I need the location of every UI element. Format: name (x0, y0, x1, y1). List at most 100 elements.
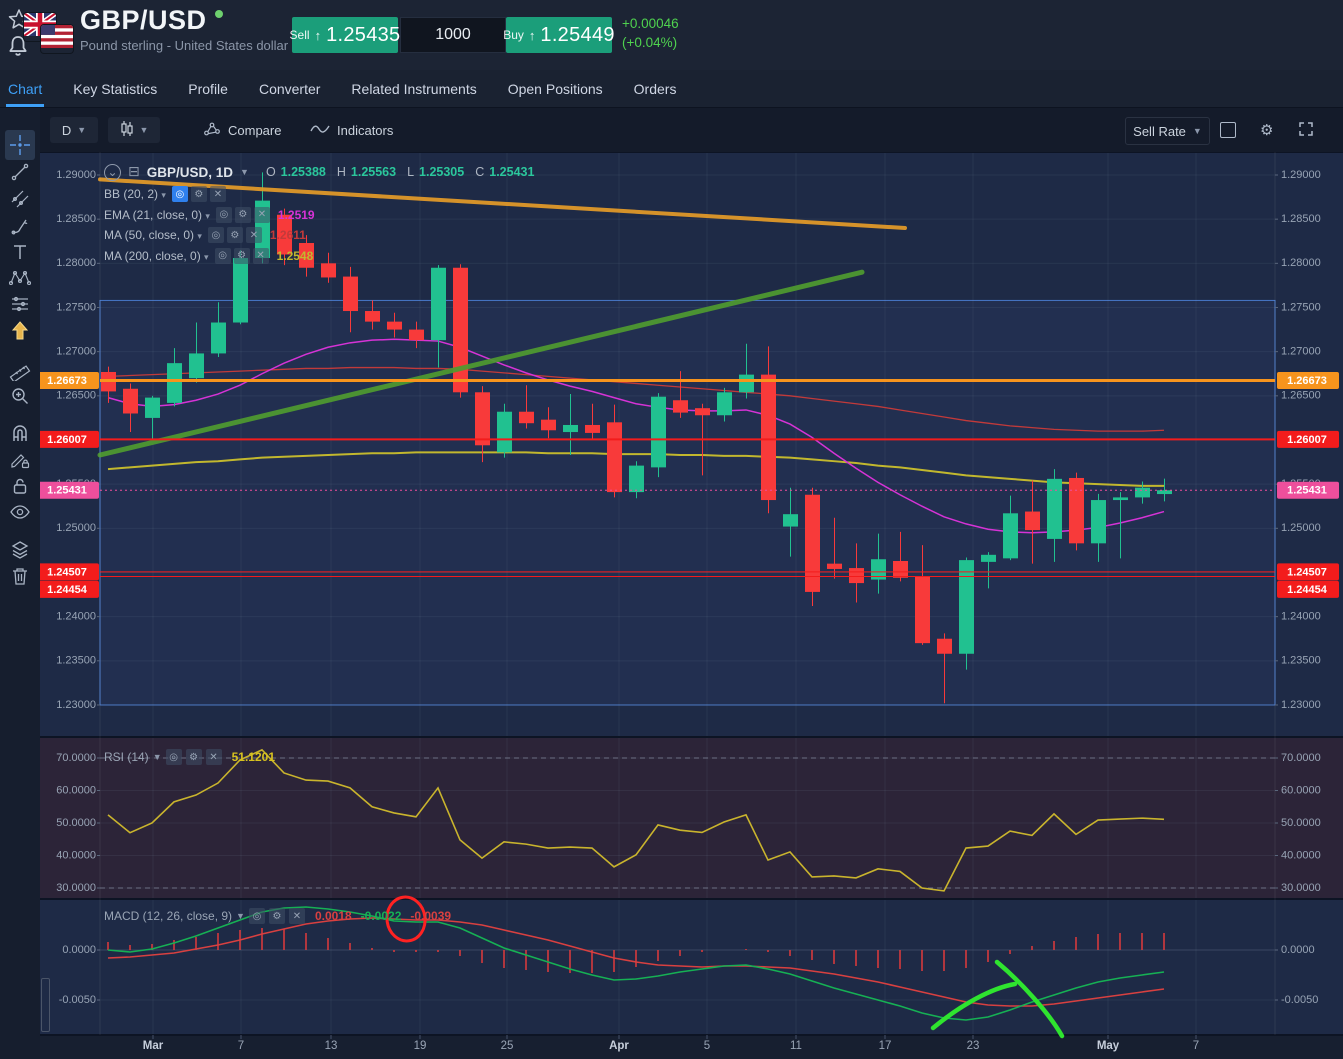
chevron-down-icon: ▼ (152, 752, 162, 762)
tab-orders[interactable]: Orders (633, 80, 677, 97)
visibility-icon[interactable]: ◎ (214, 247, 231, 264)
settings-icon[interactable]: ⚙ (190, 186, 207, 203)
indicator-label[interactable]: EMA (21, close, 0) ▾ (104, 207, 210, 222)
text-tool-icon[interactable] (5, 237, 35, 267)
section-tabbar: Chart Key Statistics Profile Converter Relat… (0, 70, 1343, 108)
tab-profile[interactable]: Profile (188, 80, 228, 97)
change-absolute: +0.00046 (622, 16, 679, 31)
ma200-line (107, 451, 1164, 487)
trend-line-tool-icon[interactable] (5, 157, 35, 187)
chart-settings-button[interactable]: ⚙ (1260, 117, 1273, 143)
interval-dropdown[interactable]: D ▼ (50, 117, 98, 143)
close-icon[interactable]: ✕ (253, 206, 270, 223)
gear-icon: ⚙ (1260, 121, 1274, 139)
svg-text:7: 7 (238, 1040, 244, 1052)
price-badge (37, 580, 99, 598)
trendline-drawing (97, 269, 865, 458)
xabcd-pattern-tool-icon[interactable] (5, 263, 35, 293)
svg-text:30.0000: 30.0000 (56, 882, 96, 894)
price-badge (1277, 430, 1339, 448)
visibility-icon[interactable]: ◎ (165, 749, 182, 765)
svg-text:1.24000: 1.24000 (56, 611, 96, 623)
arrow-up-tool-icon[interactable] (5, 316, 35, 346)
visibility-icon[interactable]: ◎ (207, 227, 224, 244)
svg-text:1.26007: 1.26007 (1287, 434, 1327, 446)
chart-style-dropdown[interactable]: ▼ (108, 117, 160, 143)
rsi-label[interactable]: RSI (14) (104, 750, 149, 764)
settings-icon[interactable]: ⚙ (226, 227, 243, 244)
indicator-label[interactable]: BB (20, 2) ▾ (104, 187, 166, 202)
svg-text:70.0000: 70.0000 (56, 752, 96, 764)
svg-text:1.26500: 1.26500 (56, 390, 96, 402)
close-icon[interactable]: ✕ (245, 227, 262, 244)
crosshair-tool-icon[interactable] (5, 130, 35, 160)
trash-tool-icon[interactable] (5, 561, 35, 591)
svg-text:17: 17 (879, 1040, 892, 1052)
close-icon[interactable]: ✕ (288, 908, 305, 924)
rsi-legend: RSI (14) ▼ ◎ ⚙ ✕ 51.1201 (104, 749, 275, 765)
svg-text:1.26673: 1.26673 (47, 375, 87, 387)
settings-icon[interactable]: ⚙ (268, 908, 285, 924)
rate-type-dropdown[interactable]: Sell Rate ▼ (1125, 117, 1210, 145)
tab-related-instruments[interactable]: Related Instruments (351, 80, 477, 97)
zoom-in-tool-icon[interactable] (5, 381, 35, 411)
object-tree-tool-icon[interactable] (5, 535, 35, 565)
indicators-button[interactable]: Indicators (310, 117, 393, 143)
svg-text:May: May (1097, 1040, 1120, 1052)
forecast-tool-icon[interactable] (5, 289, 35, 319)
draw-lock-tool-icon[interactable] (5, 445, 35, 475)
legend-symbol[interactable]: GBP/USD, 1D (146, 164, 234, 180)
compare-button[interactable]: Compare (203, 117, 281, 143)
settings-icon[interactable]: ⚙ (233, 247, 250, 264)
brush-tool-icon[interactable] (5, 211, 35, 241)
visibility-icon[interactable]: ◎ (215, 206, 232, 223)
settings-icon[interactable]: ⚙ (234, 206, 251, 223)
close-icon[interactable]: ✕ (252, 247, 269, 264)
collapse-legend-icon[interactable]: ⌄ (104, 163, 121, 181)
price-alert-bell-icon[interactable] (6, 34, 30, 63)
visibility-icon[interactable]: ◎ (171, 186, 188, 203)
macd-value: -0.0022 (360, 909, 402, 923)
ohlc-values: O 1.25388 H 1.25563 L 1.25305 C 1.25431 (265, 165, 535, 179)
snapshot-button[interactable] (1220, 117, 1236, 143)
tab-key-statistics[interactable]: Key Statistics (73, 80, 158, 97)
tab-open-positions[interactable]: Open Positions (507, 80, 603, 97)
parallel-channel-tool-icon[interactable] (5, 184, 35, 214)
fullscreen-button[interactable] (1298, 117, 1314, 143)
chevron-down-icon: ▼ (1192, 126, 1202, 136)
svg-text:1.24454: 1.24454 (47, 584, 88, 596)
chart-toolbar: D ▼ ▼ Compare (40, 108, 1343, 152)
indicator-label[interactable]: MA (50, close, 0) ▾ (104, 228, 202, 243)
minimize-legend-icon[interactable]: ⊟ (128, 164, 140, 180)
svg-text:1.25431: 1.25431 (47, 485, 87, 497)
ruler-tool-icon[interactable] (5, 355, 35, 385)
lock-tool-icon[interactable] (5, 471, 35, 501)
sell-arrow-icon: ↑ (314, 27, 322, 43)
tab-converter[interactable]: Converter (258, 80, 321, 97)
indicator-label[interactable]: MA (200, close, 0) ▾ (104, 248, 209, 263)
fullscreen-icon (1298, 121, 1314, 140)
svg-text:50.0000: 50.0000 (1281, 817, 1321, 829)
price-badge (1277, 372, 1339, 390)
svg-text:Apr: Apr (609, 1040, 629, 1052)
tab-chart[interactable]: Chart (5, 70, 45, 107)
svg-text:60.0000: 60.0000 (56, 784, 96, 796)
magnet-tool-icon[interactable] (5, 419, 35, 449)
macd-label[interactable]: MACD (12, 26, close, 9) (104, 909, 233, 923)
quantity-input[interactable]: 1000 (400, 17, 506, 53)
close-icon[interactable]: ✕ (209, 186, 226, 203)
sell-button[interactable]: Sell ↑ 1.25435 (290, 17, 400, 53)
settings-icon[interactable]: ⚙ (185, 749, 202, 765)
buy-button[interactable]: Buy ↑ 1.25449 (503, 17, 614, 53)
svg-text:1.28000: 1.28000 (56, 257, 96, 269)
indicator-row: BB (20, 2) ▾ ◎ ⚙ ✕ (104, 184, 540, 205)
compare-icon (203, 121, 221, 140)
pane-scrollbar[interactable] (41, 978, 50, 1032)
visibility-icon[interactable]: ◎ (248, 908, 265, 924)
svg-text:1.27500: 1.27500 (1281, 301, 1321, 313)
close-icon[interactable]: ✕ (205, 749, 222, 765)
change-percent: (+0.04%) (622, 35, 678, 50)
hide-drawings-tool-icon[interactable] (5, 497, 35, 527)
